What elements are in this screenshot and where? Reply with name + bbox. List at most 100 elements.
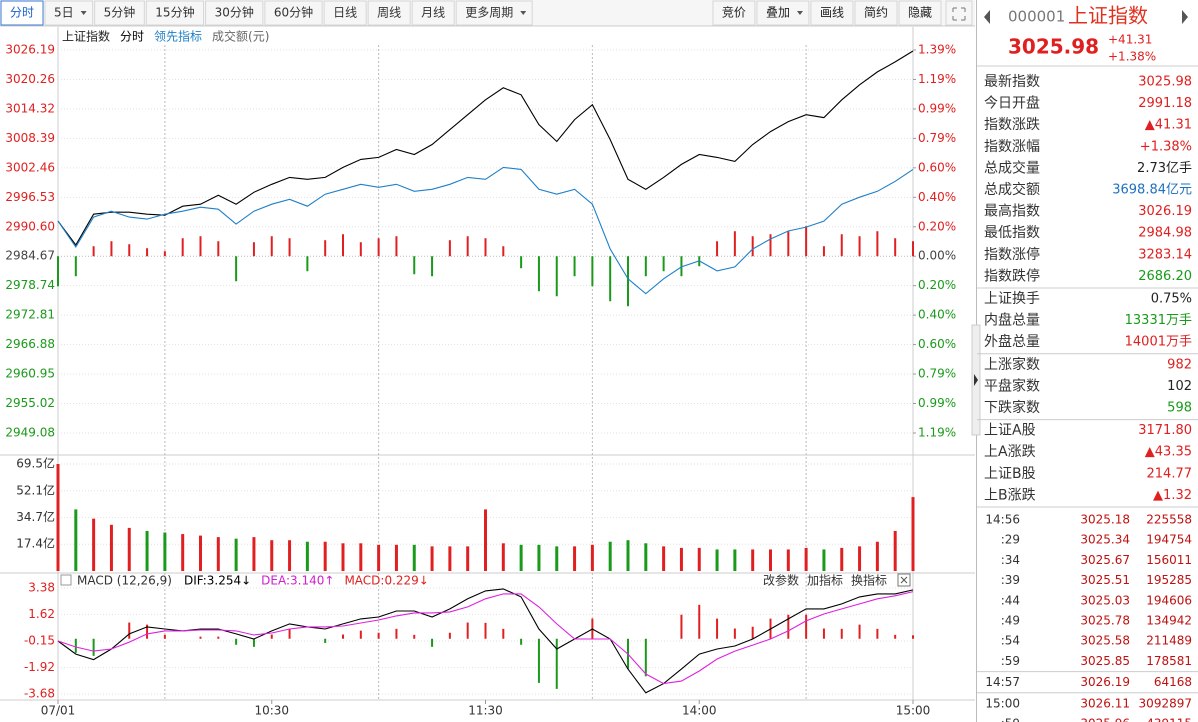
- macd-action[interactable]: 改参数: [763, 573, 799, 588]
- period-button[interactable]: [94, 0, 145, 26]
- macd-bar: [520, 638, 523, 645]
- stat-label: 内盘总量: [984, 312, 1040, 329]
- macd-bar: [324, 638, 327, 643]
- period-label[interactable]: 分时: [10, 6, 34, 20]
- lead-bar: [573, 256, 576, 277]
- macd-bar: [288, 628, 291, 639]
- lead-bar: [74, 256, 77, 277]
- tool-label[interactable]: 简约: [864, 5, 888, 20]
- period-label[interactable]: 周线: [377, 6, 401, 20]
- volume-bar: [145, 530, 149, 571]
- period-button[interactable]: [323, 0, 367, 26]
- macd-line: [57, 591, 914, 685]
- volume-bar: [858, 546, 862, 571]
- period-label[interactable]: 5日: [54, 6, 74, 20]
- tool-button[interactable]: [712, 0, 756, 26]
- next-arrow[interactable]: [1182, 10, 1188, 24]
- macd-bar: [342, 634, 344, 639]
- period-button[interactable]: [367, 0, 411, 26]
- lead-bar: [840, 234, 843, 257]
- macd-bar: [805, 614, 808, 639]
- lead-bar: [502, 246, 505, 257]
- period-button[interactable]: [205, 0, 264, 26]
- lead-bar: [181, 238, 184, 257]
- expand-button[interactable]: [945, 0, 973, 26]
- volume-bar: [875, 541, 879, 571]
- macd-icon[interactable]: [60, 574, 72, 586]
- y-tick-label: 2984.67: [5, 249, 55, 263]
- macd-bar: [252, 638, 255, 647]
- trade-time: :59: [1001, 654, 1020, 668]
- trade-time: 14:57: [985, 675, 1020, 689]
- lead-bar: [591, 256, 594, 287]
- macd-legend: MACD:0.229↓: [344, 574, 428, 588]
- period-label[interactable]: 5分钟: [104, 5, 136, 20]
- lead-bar: [716, 241, 719, 257]
- lead-bar: [306, 256, 309, 272]
- trade-price: 3025.58: [1080, 634, 1130, 648]
- lead-bar: [92, 246, 95, 257]
- period-button[interactable]: [455, 0, 533, 26]
- stat-label: 指数涨幅: [984, 139, 1040, 155]
- macd-bar: [644, 638, 647, 677]
- tool-button[interactable]: [898, 0, 942, 26]
- x-tick-label: 10:30: [254, 704, 289, 718]
- lead-bar: [769, 234, 772, 257]
- macd-bar: [448, 632, 451, 639]
- stat-label: 外盘总量: [984, 333, 1040, 350]
- volume-bar: [573, 546, 577, 571]
- period-button[interactable]: [0, 0, 44, 26]
- macd-close-x: [900, 576, 908, 584]
- lead-bar: [163, 251, 166, 257]
- volume-bar: [252, 537, 256, 571]
- stat-value: 3171.80: [1138, 423, 1192, 438]
- period-label[interactable]: 日线: [333, 6, 357, 20]
- prev-arrow[interactable]: [984, 10, 990, 24]
- y-tick-label: 1.62: [28, 607, 55, 621]
- stat-value: 102: [1167, 379, 1192, 394]
- macd-bar: [431, 638, 434, 647]
- macd-action[interactable]: 换指标: [851, 573, 887, 588]
- period-label[interactable]: 月线: [421, 6, 445, 20]
- volume-bar: [181, 534, 185, 571]
- volume-bar: [466, 546, 470, 571]
- volume-bar: [341, 543, 345, 571]
- lead-bar: [146, 248, 149, 257]
- trade-volume: 3092897: [1139, 696, 1192, 710]
- period-button[interactable]: [264, 0, 323, 26]
- trade-volume: 156011: [1146, 553, 1192, 567]
- volume-bar: [430, 546, 434, 571]
- period-label[interactable]: 15分钟: [155, 5, 194, 20]
- period-label[interactable]: 60分钟: [274, 5, 313, 20]
- lead-bar: [57, 256, 59, 287]
- volume-bar: [769, 549, 772, 571]
- macd-bar: [840, 628, 843, 639]
- period-button[interactable]: [145, 0, 205, 26]
- trade-volume: 194754: [1146, 533, 1192, 547]
- stat-value: 0.75%: [1151, 292, 1192, 307]
- x-tick-label: 15:00: [896, 704, 931, 718]
- tool-button[interactable]: [854, 0, 898, 26]
- lead-bar: [662, 256, 665, 272]
- period-button[interactable]: [411, 0, 455, 26]
- stat-value: 2686.20: [1138, 269, 1192, 284]
- stat-label: 最低指数: [984, 225, 1040, 241]
- macd-action[interactable]: 加指标: [807, 573, 843, 588]
- volume-bar: [911, 497, 915, 571]
- trade-price: 3025.78: [1080, 614, 1130, 628]
- y-tick-label: -3.68: [24, 687, 55, 701]
- tool-label[interactable]: 叠加: [766, 6, 790, 20]
- lead-bar: [252, 242, 255, 257]
- period-label[interactable]: 30分钟: [215, 5, 254, 20]
- lead-bar: [894, 238, 897, 257]
- tool-label[interactable]: 竞价: [722, 6, 746, 20]
- trade-time: :29: [1001, 533, 1020, 547]
- pct-tick-label: 0.79%: [918, 131, 956, 145]
- period-label[interactable]: 更多周期: [465, 6, 513, 20]
- tool-button[interactable]: [810, 0, 854, 26]
- tool-label[interactable]: 画线: [820, 6, 844, 20]
- volume-bar: [786, 549, 790, 571]
- quote-change: +41.31: [1108, 33, 1152, 47]
- pct-tick-label: 0.99%: [918, 396, 956, 410]
- tool-label[interactable]: 隐藏: [908, 6, 932, 20]
